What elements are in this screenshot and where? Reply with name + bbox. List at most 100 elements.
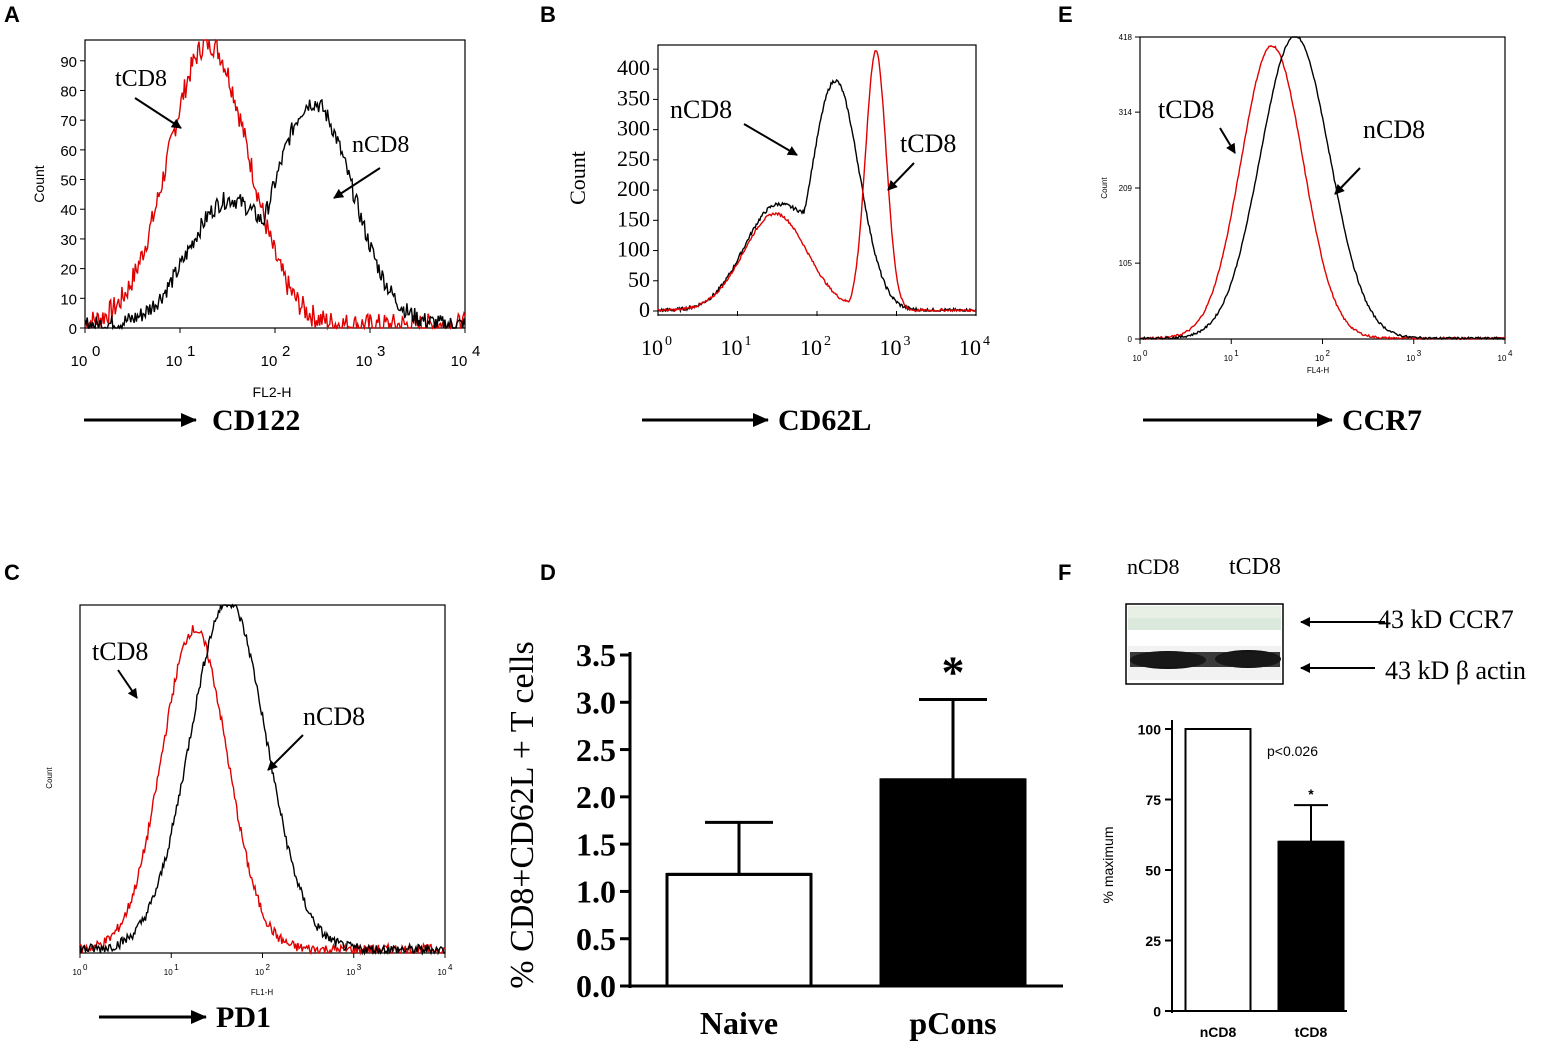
y-tick-label: 25 — [1145, 933, 1161, 949]
y-axis-label: Count — [1100, 177, 1109, 199]
panel-label-c: C — [4, 560, 20, 585]
plot-frame — [1139, 36, 1506, 340]
x-tick-label: 10 — [261, 353, 278, 370]
x-tick-label: 10 — [641, 335, 663, 360]
x-tick-label: 10 — [451, 353, 468, 370]
x-tick-label: 10 — [959, 335, 981, 360]
histogram-curve-ncd8 — [1139, 36, 1506, 341]
x-tick-exponent: 1 — [187, 343, 195, 360]
y-axis-label: % maximum — [1100, 826, 1116, 903]
arrow-pointer — [267, 734, 304, 771]
bar-tcd8 — [1277, 840, 1345, 1012]
x-tick-exponent: 3 — [1417, 349, 1422, 358]
y-tick-label: 418 — [1119, 33, 1133, 42]
y-tick-label: 200 — [617, 176, 650, 201]
y-tick-label: 2.5 — [576, 732, 616, 768]
series-label-tcd8: tCD8 — [900, 129, 956, 158]
band-label-ccr7: 43 kD CCR7 — [1378, 605, 1514, 634]
x-tick-label: 10 — [1133, 354, 1142, 363]
y-tick-label: 0 — [639, 297, 650, 322]
y-tick-label: 300 — [617, 116, 650, 141]
x-tick-label: 10 — [356, 353, 373, 370]
y-tick-label: 75 — [1145, 792, 1161, 808]
arrow-pointer — [1219, 127, 1236, 154]
x-tick-exponent: 3 — [377, 343, 385, 360]
y-tick-label: 50 — [1145, 863, 1161, 879]
panel-label-e: E — [1058, 2, 1073, 27]
p-value: p<0.026 — [1267, 743, 1318, 759]
x-tick-label: 10 — [1315, 354, 1324, 363]
y-tick-label: 90 — [60, 54, 77, 71]
y-tick-label: 2.0 — [576, 779, 616, 815]
series-label-ncd8: nCD8 — [352, 132, 409, 158]
y-tick-label: 350 — [617, 85, 650, 110]
x-axis-label: FL4-H — [1307, 366, 1329, 375]
series-label-tcd8: tCD8 — [1158, 95, 1214, 124]
x-tick-label: 10 — [1406, 354, 1415, 363]
x-tick-label: 10 — [164, 968, 173, 977]
histogram-curve-ncd8 — [84, 98, 466, 331]
blot-lane-ncd8: nCD8 — [1127, 554, 1180, 579]
x-tick-label: 10 — [1224, 354, 1233, 363]
series-label-ncd8: nCD8 — [670, 95, 732, 124]
plot-frame — [657, 44, 977, 316]
panel-label-d: D — [540, 560, 556, 585]
x-tick-exponent: 1 — [1234, 349, 1239, 358]
panel-d: 0.0 0.5 1.0 1.5 2.0 2.5 3.0 3.5 Naive pCons * % CD… — [504, 637, 1063, 1041]
arrow-pointer — [134, 97, 182, 129]
y-tick-label: 40 — [60, 202, 77, 219]
series-label-tcd8: tCD8 — [92, 637, 148, 666]
x-tick-label: 10 — [73, 968, 82, 977]
x-tick-exponent: 0 — [1143, 349, 1148, 358]
y-tick-label: 0 — [1153, 1004, 1161, 1020]
bar-ncd8 — [1184, 728, 1252, 1012]
y-tick-label: 0.0 — [576, 968, 616, 1004]
y-tick-label: 0 — [69, 321, 77, 338]
x-tick-exponent: 0 — [92, 343, 100, 360]
y-tick-label: 80 — [60, 83, 77, 100]
x-tick-exponent: 1 — [174, 963, 179, 972]
x-tick-exponent: 2 — [1326, 349, 1331, 358]
histogram-curve-tcd8 — [79, 625, 446, 956]
histogram-curve-tcd8 — [1139, 44, 1506, 341]
y-tick-label: 10 — [60, 291, 77, 308]
x-tick-exponent: 4 — [983, 334, 990, 349]
y-tick-label: 30 — [60, 232, 77, 249]
y-tick-label: 70 — [60, 113, 77, 130]
panel-label-a: A — [4, 2, 20, 27]
panel-b: 10 0 10 1 10 2 10 3 10 4050100150200250300350400 … — [565, 44, 990, 437]
x-tick-exponent: 2 — [266, 963, 271, 972]
y-tick-label: 150 — [617, 206, 650, 231]
marker-label: PD1 — [216, 1001, 271, 1034]
category-label: nCD8 — [1200, 1024, 1237, 1040]
bar-naive — [665, 872, 813, 988]
marker-label: CD122 — [212, 404, 300, 437]
y-tick-label: 1.0 — [576, 874, 616, 910]
x-tick-label: 10 — [800, 335, 822, 360]
arrow-pointer — [333, 167, 381, 199]
y-tick-label: 20 — [60, 262, 77, 279]
x-tick-exponent: 3 — [357, 963, 362, 972]
histogram-curve-tcd8 — [657, 50, 977, 313]
category-label: pCons — [909, 1005, 996, 1041]
y-tick-label: 50 — [628, 267, 650, 292]
x-tick-label: 10 — [721, 335, 743, 360]
x-tick-exponent: 1 — [745, 334, 752, 349]
band-label-actin: 43 kD β actin — [1385, 656, 1526, 685]
histogram-curve-ncd8 — [79, 603, 446, 956]
x-tick-label: 10 — [255, 968, 264, 977]
histogram-curve-tcd8 — [84, 38, 466, 331]
x-tick-label: 10 — [71, 353, 88, 370]
x-tick-exponent: 0 — [83, 963, 88, 972]
series-label-ncd8: nCD8 — [1363, 115, 1425, 144]
y-tick-label: 0.5 — [576, 921, 616, 957]
x-tick-label: 10 — [346, 968, 355, 977]
series-label-tcd8: tCD8 — [115, 66, 167, 92]
marker-label: CCR7 — [1342, 404, 1422, 437]
x-tick-exponent: 4 — [448, 963, 453, 972]
x-tick-exponent: 2 — [282, 343, 290, 360]
y-tick-label: 314 — [1119, 108, 1133, 117]
category-label: Naive — [700, 1005, 778, 1041]
